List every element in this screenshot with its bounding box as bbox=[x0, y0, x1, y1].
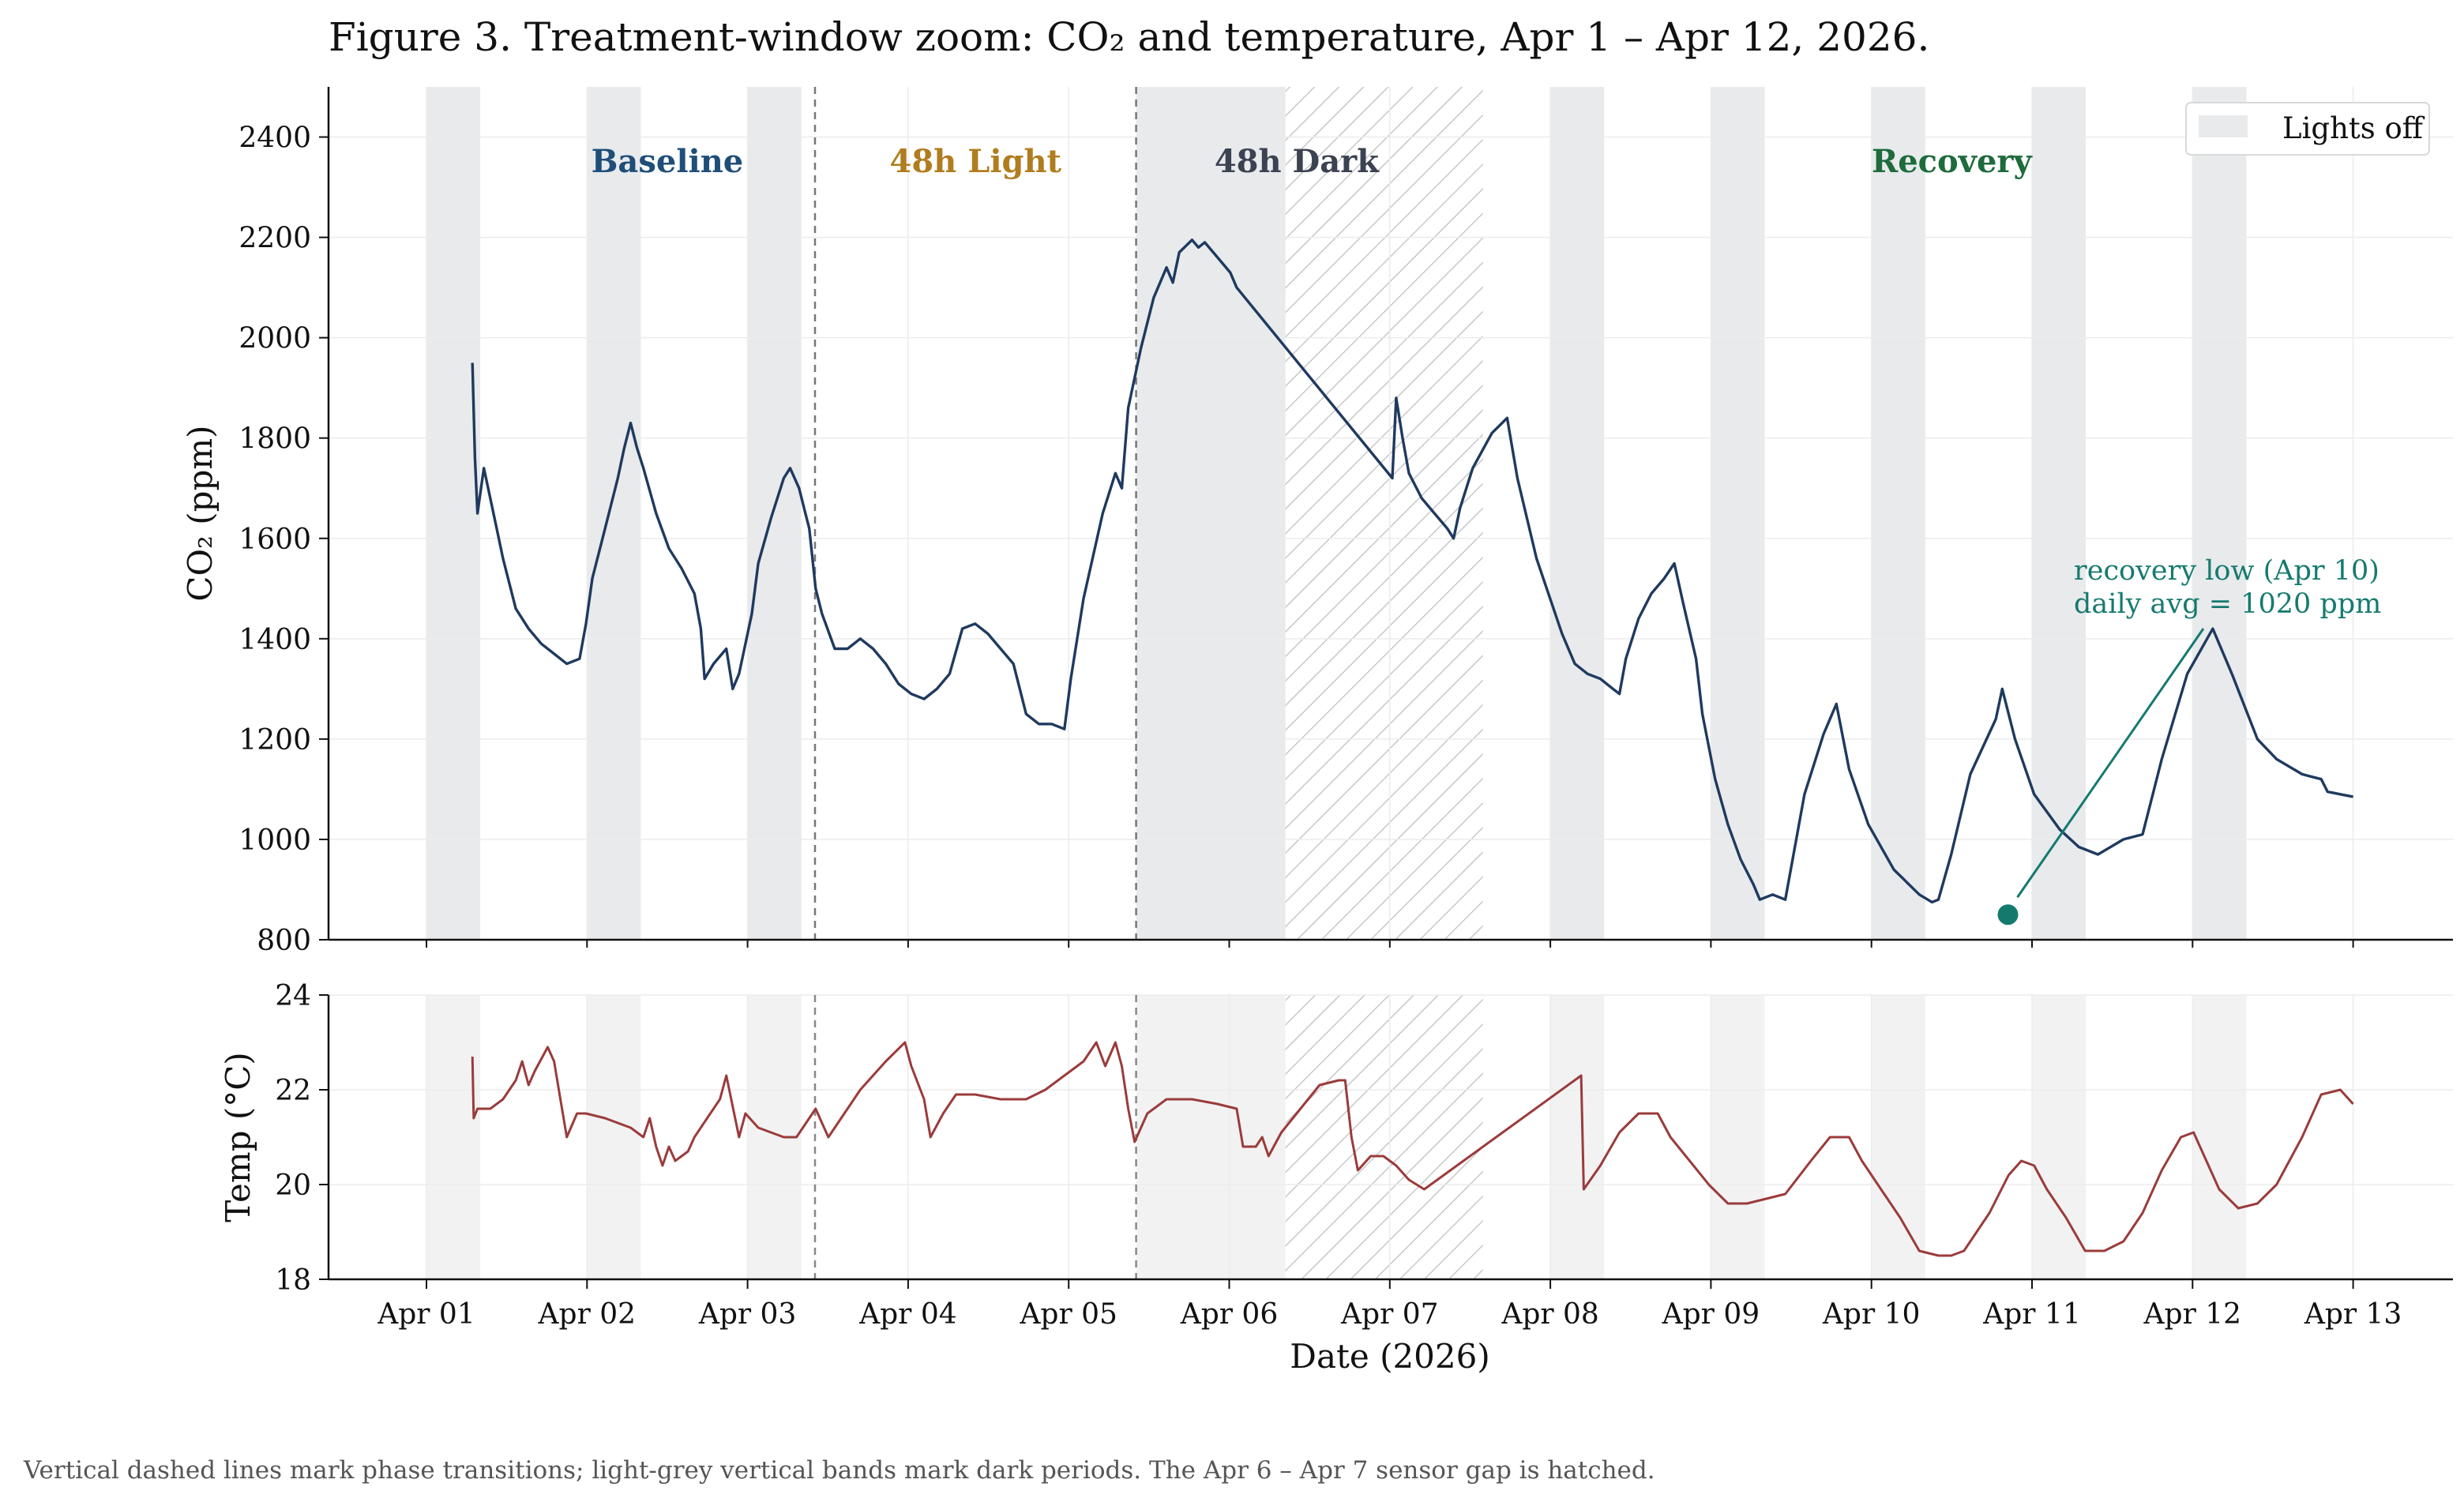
phase-label-0: Baseline bbox=[592, 143, 744, 180]
temp-axes bbox=[327, 995, 2453, 1281]
temp-ytick-label-22: 22 bbox=[275, 1075, 311, 1107]
x-tick-label-12: Apr 13 bbox=[2304, 1298, 2402, 1331]
dark-band-2 bbox=[747, 87, 802, 940]
temp-ytick-label-20: 20 bbox=[275, 1170, 311, 1202]
dark-band-8 bbox=[2192, 87, 2247, 940]
legend-label-lights-off: Lights off bbox=[2282, 111, 2425, 145]
x-tick-label-7: Apr 08 bbox=[1501, 1298, 1599, 1331]
x-tick-label-5: Apr 06 bbox=[1180, 1298, 1279, 1331]
annotation-arrow bbox=[2016, 628, 2205, 899]
co2-ytick-label-2000: 2000 bbox=[239, 323, 311, 355]
co2-gridlines bbox=[329, 87, 2453, 941]
dark-band-0 bbox=[426, 87, 481, 940]
figure-title: Figure 3. Treatment-window zoom: CO₂ and… bbox=[329, 14, 1929, 60]
co2-ytick-label-1200: 1200 bbox=[239, 724, 311, 757]
temperature-series-line bbox=[471, 1041, 2354, 1257]
x-tick-label-11: Apr 12 bbox=[2143, 1298, 2242, 1331]
legend-swatch-lights-off bbox=[2199, 115, 2248, 137]
co2-axes bbox=[327, 87, 2453, 948]
phase-label-3: Recovery bbox=[1872, 143, 2033, 180]
annotation-line-1: recovery low (Apr 10) bbox=[2074, 555, 2379, 587]
dark-period-bands-temp bbox=[426, 995, 2247, 1279]
temp-x-ticks: Apr 01 Apr 02 Apr 03 Apr 04 Apr 05 Apr 06 Apr … bbox=[377, 1279, 2402, 1331]
x-tick-label-3: Apr 04 bbox=[858, 1298, 957, 1331]
legend: Lights off bbox=[2185, 102, 2430, 156]
co2-ytick-label-1000: 1000 bbox=[239, 824, 311, 857]
co2-ytick-label-1400: 1400 bbox=[239, 624, 311, 656]
dark-band-temp-8 bbox=[2192, 995, 2247, 1279]
dark-band-temp-6 bbox=[1871, 995, 1925, 1279]
dark-band-7 bbox=[2032, 87, 2087, 940]
dark-band-temp-7 bbox=[2032, 995, 2087, 1279]
temp-y-axis-label: Temp (°C) bbox=[219, 1052, 257, 1222]
co2-y-axis-label: CO₂ (ppm) bbox=[181, 425, 220, 601]
co2-panel: Baseline 48h Light 48h Dark Recovery 800 100… bbox=[181, 87, 2453, 957]
temp-ytick-label-24: 24 bbox=[275, 980, 311, 1012]
dark-band-6 bbox=[1871, 87, 1925, 940]
temp-ytick-label-18: 18 bbox=[275, 1264, 311, 1297]
co2-y-ticks: 800 1000 1200 1400 1600 1800 2000 2200 2400 bbox=[239, 122, 329, 957]
phase-transition-lines bbox=[813, 87, 1137, 940]
x-tick-label-1: Apr 02 bbox=[538, 1298, 637, 1331]
phase-label-1: 48h Light bbox=[890, 143, 1062, 180]
dark-period-bands bbox=[426, 87, 2247, 940]
phase-labels: Baseline 48h Light 48h Dark Recovery bbox=[592, 143, 2034, 180]
temp-y-ticks: 18 20 22 24 bbox=[275, 980, 329, 1297]
sensor-gap-hatch bbox=[1285, 87, 1483, 940]
x-axis-label: Date (2026) bbox=[1290, 1337, 1489, 1376]
dark-band-5 bbox=[1711, 87, 1765, 940]
dark-band-temp-4 bbox=[1550, 995, 1605, 1279]
phase-transition-lines-temp bbox=[813, 995, 1137, 1279]
x-tick-label-6: Apr 07 bbox=[1340, 1298, 1439, 1331]
co2-ytick-label-1600: 1600 bbox=[239, 524, 311, 556]
co2-ytick-label-800: 800 bbox=[257, 925, 311, 957]
recovery-low-annotation: recovery low (Apr 10) daily avg = 1020 p… bbox=[1997, 555, 2381, 926]
dark-band-temp-5 bbox=[1711, 995, 1765, 1279]
dark-band-1 bbox=[587, 87, 641, 940]
dark-band-48h-temp bbox=[1136, 995, 1286, 1279]
x-tick-label-9: Apr 10 bbox=[1822, 1298, 1921, 1331]
recovery-low-marker bbox=[1997, 904, 2019, 926]
co2-ytick-label-2400: 2400 bbox=[239, 122, 311, 155]
co2-ytick-label-2200: 2200 bbox=[239, 223, 311, 255]
dark-band-temp-0 bbox=[426, 995, 481, 1279]
figure-caption: Vertical dashed lines mark phase transit… bbox=[23, 1456, 1655, 1485]
co2-ytick-label-1800: 1800 bbox=[239, 423, 311, 456]
sensor-gap-hatch-temp bbox=[1285, 995, 1483, 1279]
dark-band-4 bbox=[1550, 87, 1605, 940]
dark-band-temp-1 bbox=[587, 995, 641, 1279]
x-tick-label-0: Apr 01 bbox=[377, 1298, 475, 1331]
x-tick-label-2: Apr 03 bbox=[698, 1298, 797, 1331]
x-tick-label-10: Apr 11 bbox=[1982, 1298, 2081, 1331]
x-tick-label-8: Apr 09 bbox=[1662, 1298, 1760, 1331]
annotation-line-2: daily avg = 1020 ppm bbox=[2074, 588, 2381, 620]
co2-series-line bbox=[471, 238, 2353, 904]
x-tick-label-4: Apr 05 bbox=[1019, 1298, 1117, 1331]
dark-band-48h bbox=[1136, 87, 1286, 940]
phase-label-2: 48h Dark bbox=[1215, 143, 1380, 180]
